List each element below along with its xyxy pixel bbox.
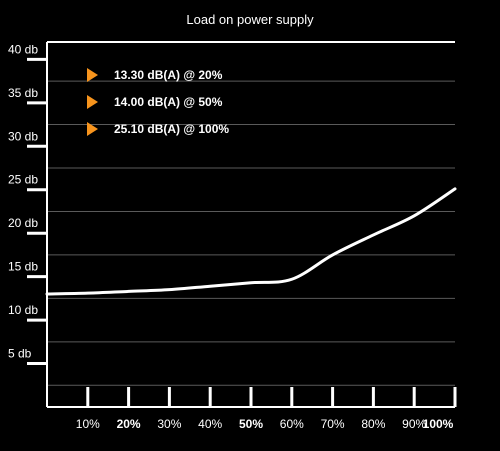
x-tick-label: 10%: [76, 417, 100, 431]
legend-marker-icon: [87, 68, 98, 82]
x-tick-label: 80%: [361, 417, 385, 431]
y-tick-label: 20 db: [8, 216, 38, 230]
y-axis-ticks: 5 db 10 db 15 db 20 db 25 db 30 db 35 db 40 db: [8, 42, 47, 366]
x-tick-label: 60%: [280, 417, 304, 431]
y-tick-label: 30 db: [8, 129, 38, 143]
x-tick-label: 100%: [423, 417, 454, 431]
x-tick-label: 70%: [321, 417, 345, 431]
x-tick-label: 40%: [198, 417, 222, 431]
series-line: [45, 187, 457, 296]
x-tick-label: 50%: [239, 417, 263, 431]
y-tick-label: 40 db: [8, 42, 38, 56]
legend-label: 25.10 dB(A) @ 100%: [114, 122, 229, 136]
legend-marker-icon: [87, 95, 98, 109]
y-tick-label: 5 db: [8, 347, 32, 361]
x-tick-label: 20%: [117, 417, 141, 431]
y-tick-label: 10 db: [8, 303, 38, 317]
y-tick-label: 25 db: [8, 173, 38, 187]
grid-lines: [47, 80, 455, 386]
chart-title: Load on power supply: [186, 12, 314, 27]
x-tick-label: 30%: [157, 417, 181, 431]
x-tick-label: 90%: [402, 417, 426, 431]
x-axis-ticks: 10% 20% 30% 40% 50% 60% 70% 80% 90%100%: [76, 387, 457, 431]
series-lines: [45, 187, 457, 296]
legend-marker-icon: [87, 122, 98, 136]
legend-label: 13.30 dB(A) @ 20%: [114, 68, 223, 82]
legend-label: 14.00 dB(A) @ 50%: [114, 95, 223, 109]
y-tick-label: 15 db: [8, 260, 38, 274]
legend: 13.30 dB(A) @ 20% 14.00 dB(A) @ 50% 25.10 …: [87, 68, 229, 136]
y-tick-label: 35 db: [8, 86, 38, 100]
